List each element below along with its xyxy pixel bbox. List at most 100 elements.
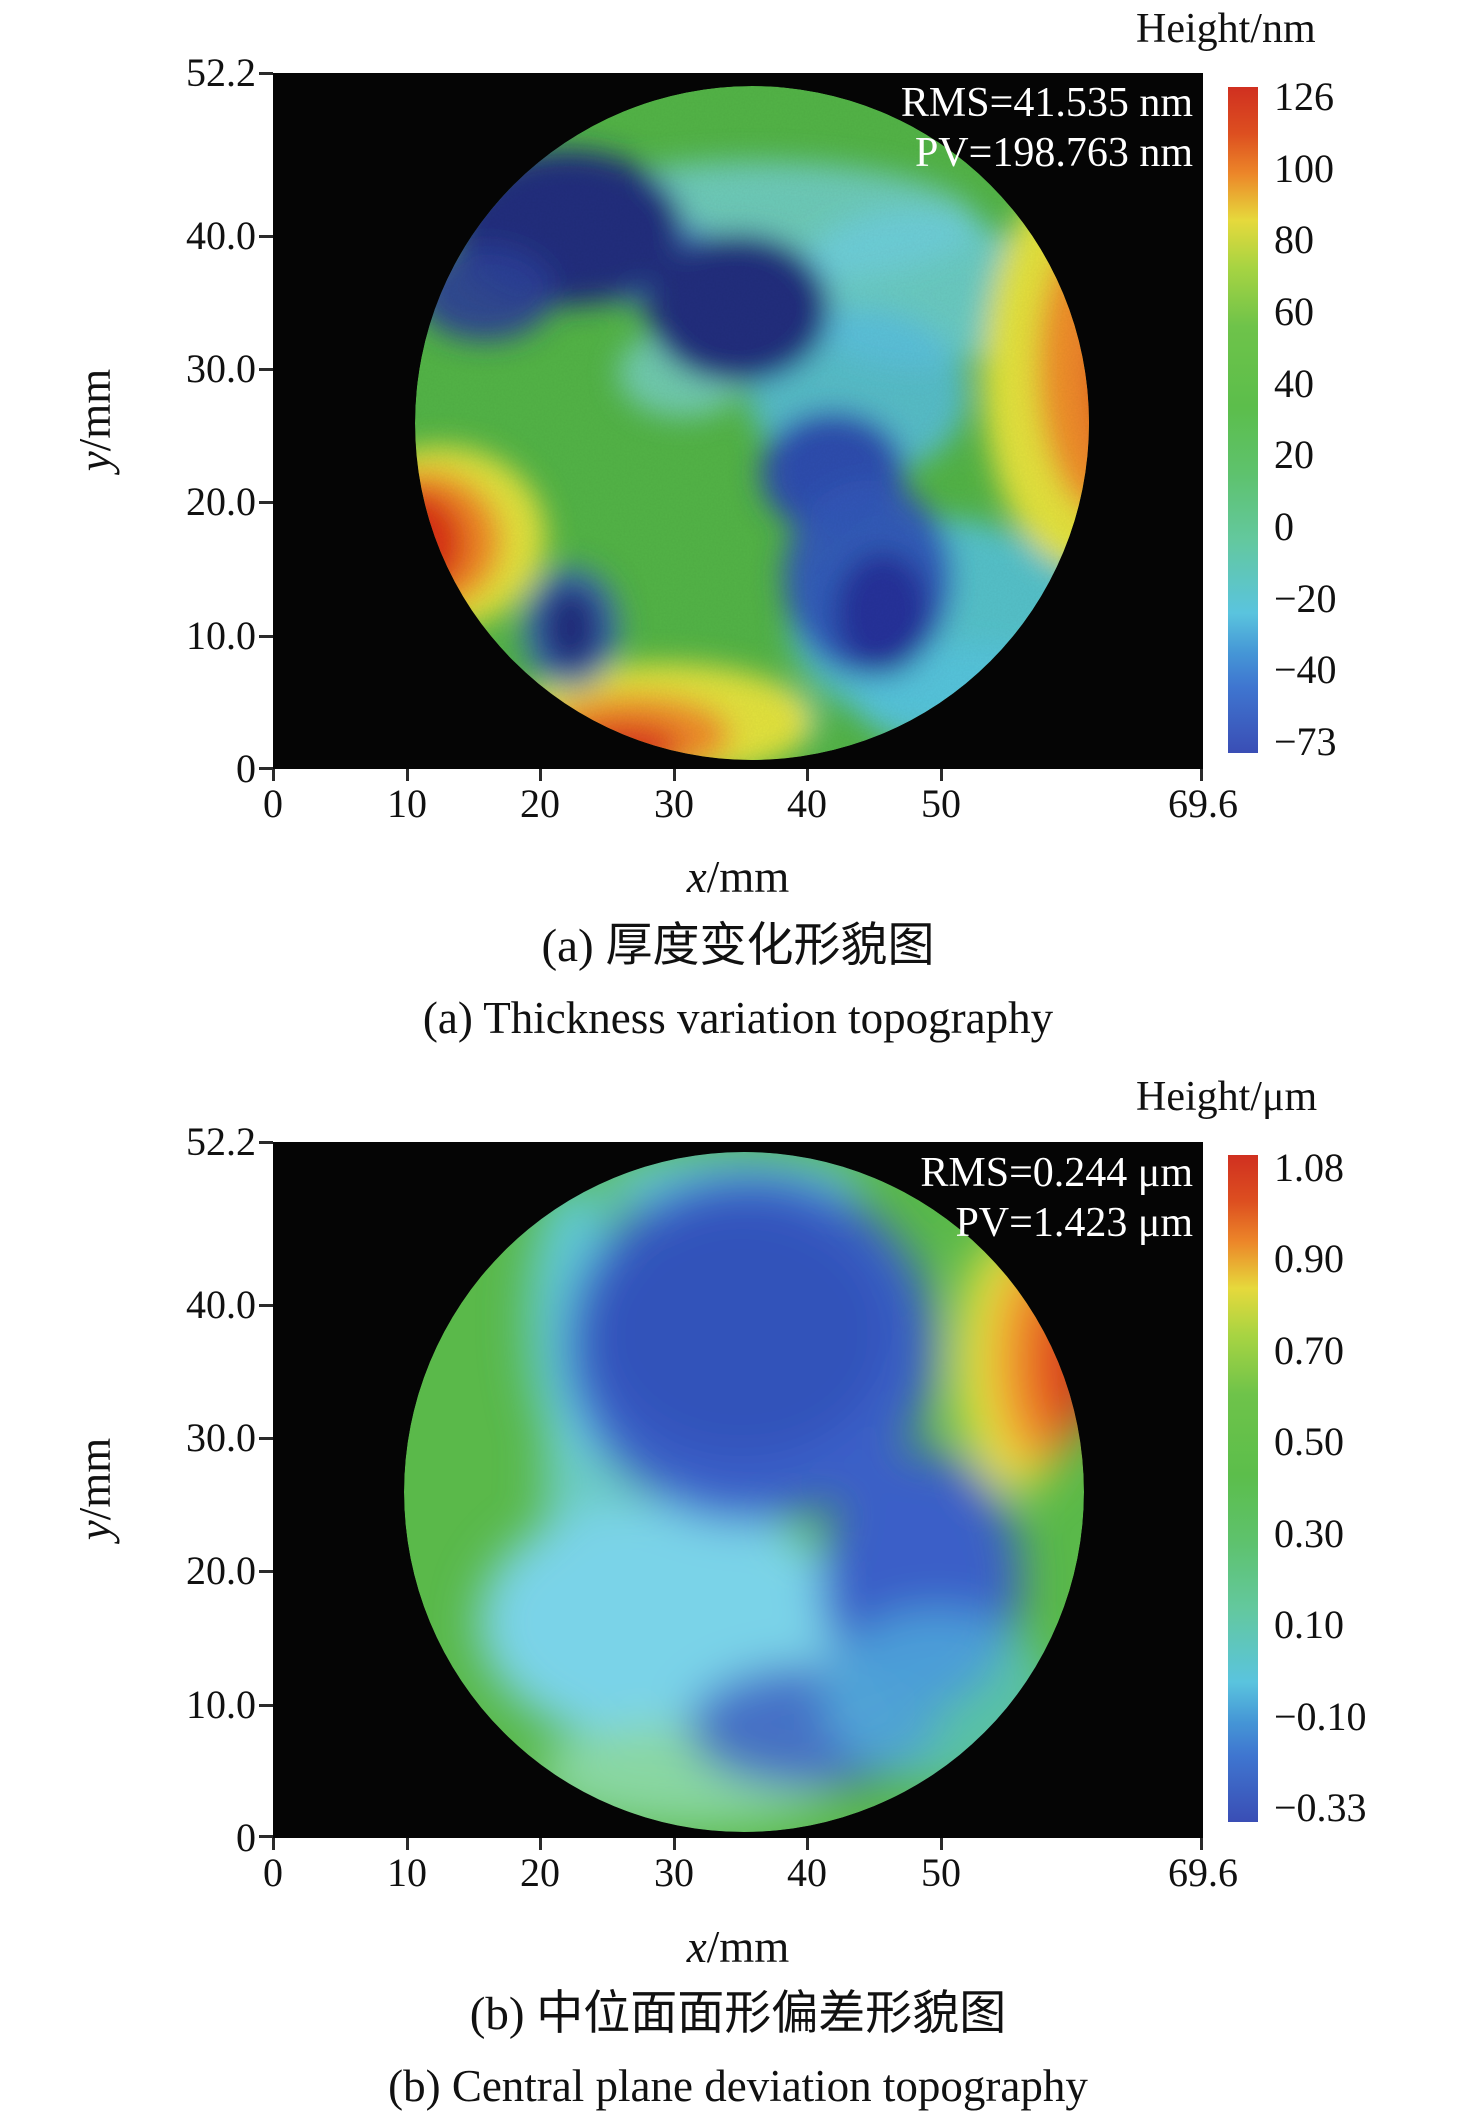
- axis-tick-mark: [259, 368, 273, 371]
- x-tick-label: 69.6: [1168, 781, 1238, 826]
- colorbar-ticks-b: 1.08 0.90 0.70 0.50 0.30 0.10 −0.10 −0.3…: [1274, 1148, 1444, 1828]
- y-tick-label: 52.2: [186, 50, 256, 95]
- axis-tick-mark: [259, 1304, 273, 1307]
- x-tick-label: 10: [387, 781, 427, 826]
- y-tick-label: 10.0: [186, 613, 256, 658]
- colorbar-tick-label: −40: [1274, 647, 1337, 693]
- colorbar-ticks-a: 126 100 80 60 40 20 0 −20 −40 −73: [1274, 77, 1444, 762]
- colorbar-title-b: Height/μm: [1136, 1074, 1318, 1120]
- axis-tick-mark: [272, 769, 275, 781]
- caption-a-zh: (a) 厚度变化形貌图: [541, 920, 935, 972]
- colorbar-tick-label: 1.08: [1274, 1145, 1344, 1190]
- measurement-aperture-b: [404, 1152, 1084, 1832]
- stats-overlay-b: RMS=0.244 μm PV=1.423 μm: [593, 1148, 1193, 1248]
- y-tick-label: 10.0: [186, 1682, 256, 1727]
- axis-tick-mark: [539, 769, 542, 781]
- axis-tick-mark: [259, 1141, 273, 1144]
- axis-tick-mark: [259, 235, 273, 238]
- y-axis-variable: y: [70, 451, 120, 472]
- colorbar-tick-label: 60: [1274, 288, 1314, 334]
- colorbar-tick-label: 0.10: [1274, 1602, 1344, 1648]
- colorbar-tick-label: −73: [1274, 718, 1337, 764]
- x-axis-unit: /mm: [706, 852, 790, 902]
- x-tick-label: 0: [263, 781, 283, 826]
- colorbar-tick-label: −0.10: [1274, 1693, 1367, 1739]
- x-axis-unit: /mm: [706, 1922, 790, 1972]
- y-tick-label: 30.0: [186, 346, 256, 391]
- colorbar-tick-label: −20: [1274, 575, 1337, 621]
- x-tick-label: 0: [263, 1850, 283, 1895]
- colorbar-tick-label: 80: [1274, 217, 1314, 263]
- rms-value-a: RMS=41.535 nm: [900, 80, 1193, 126]
- pv-value-b: PV=1.423 μm: [955, 1200, 1193, 1246]
- y-axis-unit: /mm: [70, 368, 120, 452]
- x-axis-label-b: x/mm: [273, 1922, 1203, 1972]
- y-tick-label: 30.0: [186, 1415, 256, 1460]
- x-tick-label: 30: [654, 1850, 694, 1895]
- y-tick-label: 40.0: [186, 1282, 256, 1327]
- plot-area-b: [273, 1142, 1203, 1838]
- x-tick-label: 50: [921, 1850, 961, 1895]
- axis-tick-mark: [259, 635, 273, 638]
- axis-tick-mark: [940, 1838, 943, 1850]
- colorbar-title-a: Height/nm: [1136, 6, 1316, 52]
- x-axis-variable: x: [686, 852, 707, 902]
- colorbar-tick-label: −0.33: [1274, 1784, 1367, 1830]
- axis-tick-mark: [673, 1838, 676, 1850]
- colorbar-b: [1228, 1155, 1258, 1822]
- axis-tick-mark: [539, 1838, 542, 1850]
- x-tick-label: 10: [387, 1850, 427, 1895]
- colorbar-a: [1228, 87, 1258, 753]
- x-tick-label: 40: [787, 781, 827, 826]
- axis-tick-mark: [259, 1570, 273, 1573]
- y-axis-label-b: y/mm: [70, 1369, 120, 1609]
- x-axis-label-a: x/mm: [273, 852, 1203, 902]
- thickness-heatmap-canvas: [273, 73, 1203, 769]
- y-axis-variable: y: [70, 1520, 120, 1541]
- rms-value-b: RMS=0.244 μm: [920, 1150, 1193, 1196]
- axis-tick-mark: [259, 72, 273, 75]
- x-tick-label: 50: [921, 781, 961, 826]
- colorbar-tick-label: 0.90: [1274, 1236, 1344, 1282]
- colorbar-tick-label: 100: [1274, 145, 1334, 191]
- y-axis-label-a: y/mm: [70, 300, 120, 540]
- x-axis-variable: x: [686, 1922, 707, 1972]
- axis-tick-mark: [940, 769, 943, 781]
- caption-b-en: (b) Central plane deviation topography: [388, 2061, 1088, 2111]
- y-tick-label: 20.0: [186, 1548, 256, 1593]
- axis-tick-mark: [259, 1835, 273, 1838]
- axis-tick-mark: [1200, 1838, 1203, 1850]
- colorbar-tick-label: 126: [1274, 74, 1334, 119]
- colorbar-tick-label: 40: [1274, 360, 1314, 406]
- axis-tick-mark: [673, 769, 676, 781]
- y-tick-label: 40.0: [186, 213, 256, 258]
- y-tick-label: 0: [236, 1815, 256, 1860]
- y-tick-label: 52.2: [186, 1119, 256, 1164]
- axis-tick-mark: [1200, 769, 1203, 781]
- axis-tick-mark: [406, 1838, 409, 1850]
- y-tick-label: 0: [236, 746, 256, 791]
- axis-tick-mark: [259, 1704, 273, 1707]
- axis-tick-mark: [272, 1838, 275, 1850]
- axis-tick-mark: [406, 769, 409, 781]
- x-tick-label: 30: [654, 781, 694, 826]
- axis-tick-mark: [806, 1838, 809, 1850]
- caption-b-zh: (b) 中位面面形偏差形貌图: [469, 1988, 1007, 2040]
- stats-overlay-a: RMS=41.535 nm PV=198.763 nm: [593, 78, 1193, 178]
- measurement-aperture-a: [415, 86, 1089, 760]
- colorbar-tick-label: 0.30: [1274, 1510, 1344, 1556]
- colorbar-tick-label: 0: [1274, 503, 1294, 549]
- axis-tick-mark: [259, 1437, 273, 1440]
- x-tick-label: 20: [520, 1850, 560, 1895]
- colorbar-tick-label: 0.50: [1274, 1419, 1344, 1465]
- y-axis-unit: /mm: [70, 1437, 120, 1521]
- colorbar-tick-label: 0.70: [1274, 1327, 1344, 1373]
- axis-tick-mark: [806, 769, 809, 781]
- pv-value-a: PV=198.763 nm: [914, 130, 1193, 176]
- x-tick-label: 40: [787, 1850, 827, 1895]
- y-tick-label: 20.0: [186, 479, 256, 524]
- caption-a-en: (a) Thickness variation topography: [422, 993, 1054, 1043]
- x-tick-label: 20: [520, 781, 560, 826]
- axis-tick-mark: [259, 767, 273, 770]
